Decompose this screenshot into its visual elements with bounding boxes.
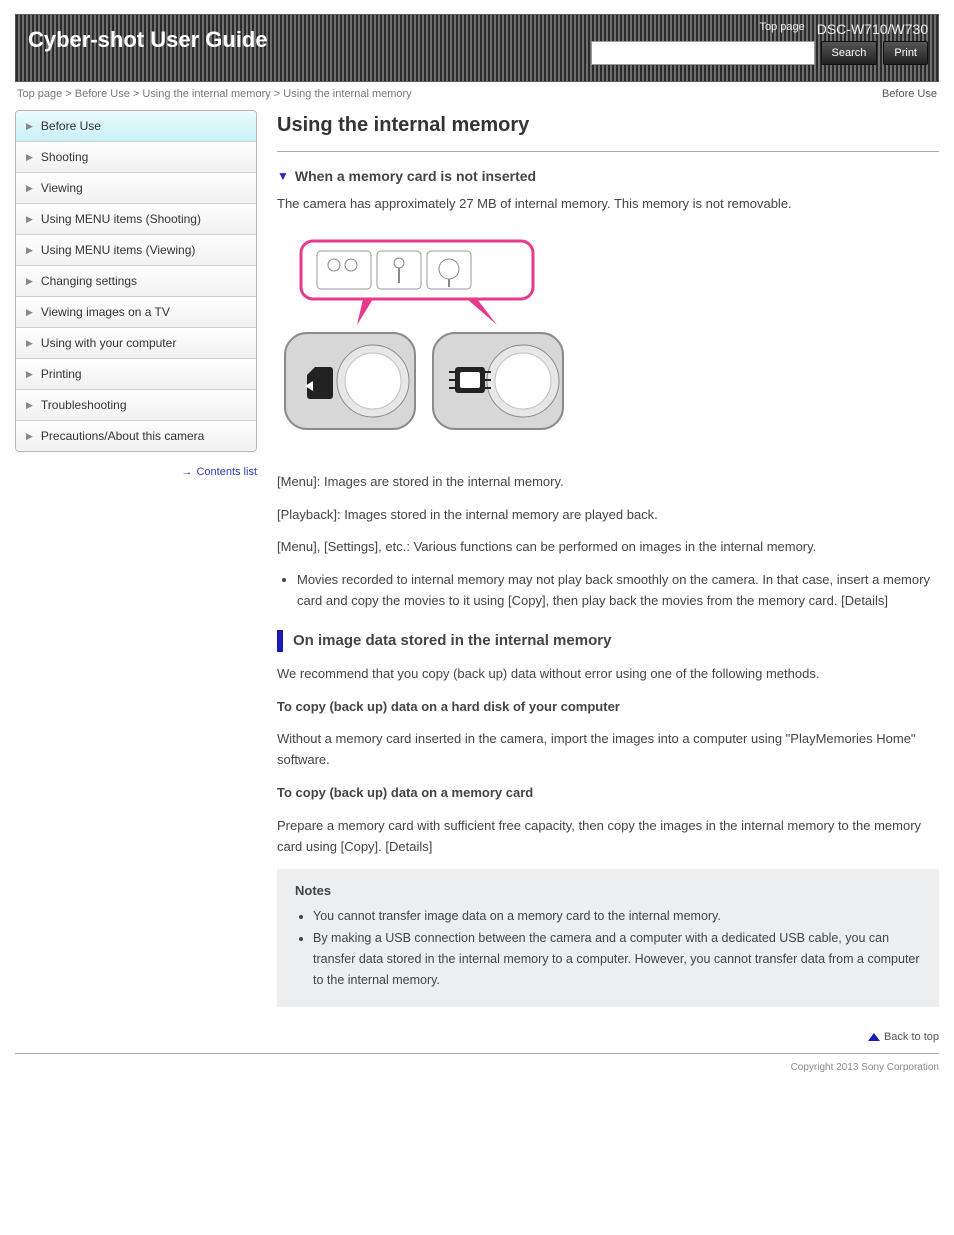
notes-box: Notes You cannot transfer image data on … bbox=[277, 869, 939, 1007]
sidebar-item-label: Using MENU items (Shooting) bbox=[41, 212, 201, 226]
caret-icon: ▶ bbox=[26, 338, 33, 349]
sidebar-item-menu-shooting[interactable]: ▶ Using MENU items (Shooting) bbox=[16, 204, 256, 235]
down-triangle-icon: ▼ bbox=[277, 169, 289, 183]
blue-bar-icon bbox=[277, 630, 283, 652]
sidebar-item-shooting[interactable]: ▶ Shooting bbox=[16, 142, 256, 173]
sidebar-item-tv[interactable]: ▶ Viewing images on a TV bbox=[16, 297, 256, 328]
caret-icon: ▶ bbox=[26, 152, 33, 163]
sidebar-item-precautions[interactable]: ▶ Precautions/About this camera bbox=[16, 421, 256, 451]
back-to-top-link[interactable]: Back to top bbox=[277, 1031, 939, 1043]
section-title: ▼ When a memory card is not inserted bbox=[277, 168, 939, 184]
sidebar-item-label: Using MENU items (Viewing) bbox=[41, 243, 195, 257]
up-triangle-icon bbox=[868, 1033, 880, 1041]
caret-icon: ▶ bbox=[26, 431, 33, 442]
print-button[interactable]: Print bbox=[883, 41, 928, 65]
header-right: Top page DSC-W710/W730 Search Print bbox=[591, 21, 928, 65]
section-label: Before Use bbox=[882, 88, 937, 100]
section2-title: On image data stored in the internal mem… bbox=[277, 630, 939, 652]
main-content: Using the internal memory ▼ When a memor… bbox=[277, 110, 939, 1043]
intro-paragraph: The camera has approximately 27 MB of in… bbox=[277, 194, 939, 215]
notes-list: You cannot transfer image data on a memo… bbox=[295, 906, 921, 991]
sidebar-item-before-use[interactable]: ▶ Before Use bbox=[16, 111, 256, 142]
sub1-title: To copy (back up) data on a hard disk of… bbox=[277, 697, 939, 718]
caret-icon: ▶ bbox=[26, 183, 33, 194]
breadcrumb-bar: Top page > Before Use > Using the intern… bbox=[15, 82, 939, 110]
memory-illustration bbox=[277, 233, 577, 453]
page-title: Using the internal memory bbox=[277, 114, 939, 137]
top-links: Top page DSC-W710/W730 bbox=[759, 21, 928, 37]
desc-menu: [Menu]: Images are stored in the interna… bbox=[277, 472, 939, 493]
sidebar-item-label: Before Use bbox=[41, 119, 101, 133]
caret-icon: ▶ bbox=[26, 369, 33, 380]
top-page-link[interactable]: Top page bbox=[759, 21, 804, 37]
sub2-body: Prepare a memory card with sufficient fr… bbox=[277, 816, 939, 858]
caret-icon: ▶ bbox=[26, 276, 33, 287]
sidebar-item-label: Viewing bbox=[41, 181, 83, 195]
sidebar-item-printing[interactable]: ▶ Printing bbox=[16, 359, 256, 390]
sidebar-item-label: Precautions/About this camera bbox=[41, 429, 204, 443]
bullet-list: Movies recorded to internal memory may n… bbox=[277, 570, 939, 612]
header-banner: Cyber-shot User Guide Top page DSC-W710/… bbox=[15, 14, 939, 82]
sidebar-item-label: Viewing images on a TV bbox=[41, 305, 170, 319]
search-button[interactable]: Search bbox=[821, 41, 878, 65]
search-input[interactable] bbox=[591, 41, 815, 65]
section2-intro: We recommend that you copy (back up) dat… bbox=[277, 664, 939, 685]
bullet-item: Movies recorded to internal memory may n… bbox=[297, 570, 939, 612]
notes-label: Notes bbox=[295, 883, 921, 898]
sidebar-item-troubleshooting[interactable]: ▶ Troubleshooting bbox=[16, 390, 256, 421]
sub1-body: Without a memory card inserted in the ca… bbox=[277, 729, 939, 771]
sidebar-item-label: Printing bbox=[41, 367, 82, 381]
note-item: You cannot transfer image data on a memo… bbox=[313, 906, 921, 927]
caret-icon: ▶ bbox=[26, 400, 33, 411]
caret-icon: ▶ bbox=[26, 245, 33, 256]
back-to-top-label: Back to top bbox=[884, 1031, 939, 1043]
footer-copyright: Copyright 2013 Sony Corporation bbox=[15, 1053, 939, 1073]
sidebar-item-label: Troubleshooting bbox=[41, 398, 127, 412]
sidebar-item-changing-settings[interactable]: ▶ Changing settings bbox=[16, 266, 256, 297]
title-divider bbox=[277, 151, 939, 152]
contents-list-link[interactable]: → Contents list bbox=[15, 466, 257, 478]
search-row: Search Print bbox=[591, 41, 928, 65]
breadcrumb-text: Top page > Before Use > Using the intern… bbox=[17, 88, 412, 100]
caret-icon: ▶ bbox=[26, 214, 33, 225]
section2-title-text: On image data stored in the internal mem… bbox=[293, 632, 611, 649]
sidebar-item-computer[interactable]: ▶ Using with your computer bbox=[16, 328, 256, 359]
section-title-text: When a memory card is not inserted bbox=[295, 168, 536, 184]
sidebar: ▶ Before Use ▶ Shooting ▶ Viewing ▶ Using ME… bbox=[15, 110, 257, 1043]
sidebar-item-label: Changing settings bbox=[41, 274, 137, 288]
guide-title: Cyber-shot User Guide bbox=[28, 23, 268, 53]
desc-settings: [Menu], [Settings], etc.: Various functi… bbox=[277, 537, 939, 558]
arrow-right-icon: → bbox=[181, 466, 192, 478]
contents-list-label: Contents list bbox=[196, 466, 257, 478]
sub2-title: To copy (back up) data on a memory card bbox=[277, 783, 939, 804]
model-label: DSC-W710/W730 bbox=[817, 21, 928, 37]
sidebar-list: ▶ Before Use ▶ Shooting ▶ Viewing ▶ Using ME… bbox=[15, 110, 257, 452]
sidebar-item-label: Using with your computer bbox=[41, 336, 176, 350]
desc-playback: [Playback]: Images stored in the interna… bbox=[277, 505, 939, 526]
sidebar-item-menu-viewing[interactable]: ▶ Using MENU items (Viewing) bbox=[16, 235, 256, 266]
caret-icon: ▶ bbox=[26, 307, 33, 318]
caret-icon: ▶ bbox=[26, 121, 33, 132]
sidebar-item-label: Shooting bbox=[41, 150, 88, 164]
note-item: By making a USB connection between the c… bbox=[313, 928, 921, 992]
sidebar-item-viewing[interactable]: ▶ Viewing bbox=[16, 173, 256, 204]
